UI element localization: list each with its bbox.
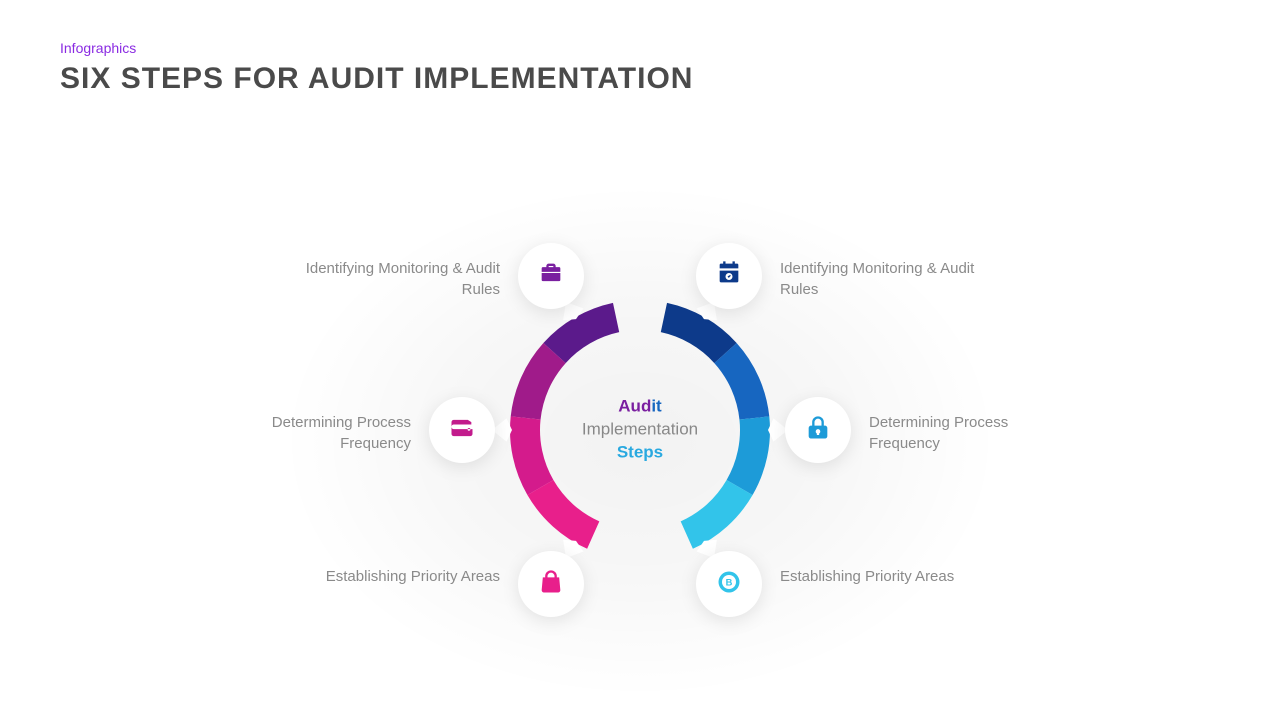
step-label-right-bottom: Establishing Priority Areas [780,566,980,587]
connector-arrow [492,418,512,441]
ring-segment-right-3 [681,480,753,549]
center-label: Audit Implementation Steps [550,396,730,465]
svg-text:B: B [726,577,733,587]
step-node-right-top [696,243,762,309]
ring-segment-left-3 [527,480,599,549]
bag-icon [537,568,565,601]
step-node-right-bottom: B [696,551,762,617]
center-line2: Implementation [550,419,730,442]
circular-diagram: Audit Implementation Steps Identifying M… [340,170,940,690]
step-label-right-top: Identifying Monitoring & Audit Rules [780,258,980,300]
step-node-left-bottom [518,551,584,617]
step-node-right-middle [785,397,851,463]
briefcase-icon [537,259,565,292]
calendar-icon [715,259,743,292]
step-label-right-middle: Determining Process Frequency [869,412,1069,454]
center-line3: Steps [550,441,730,464]
ring-segment-left-2 [510,416,553,495]
step-node-left-middle [429,397,495,463]
step-label-left-top: Identifying Monitoring & Audit Rules [300,258,500,300]
coin-icon: B [715,568,743,601]
center-line1: Audit [550,396,730,419]
step-node-left-top [518,243,584,309]
step-label-left-bottom: Establishing Priority Areas [300,566,500,587]
step-label-left-middle: Determining Process Frequency [211,412,411,454]
ring-segment-right-2 [727,416,770,495]
page-title: SIX STEPS FOR AUDIT IMPLEMENTATION [60,62,693,96]
wallet-icon [448,414,476,447]
lock-icon [804,414,832,447]
page-subtitle: Infographics [60,40,693,56]
diagram-stage: Audit Implementation Steps Identifying M… [0,140,1280,720]
